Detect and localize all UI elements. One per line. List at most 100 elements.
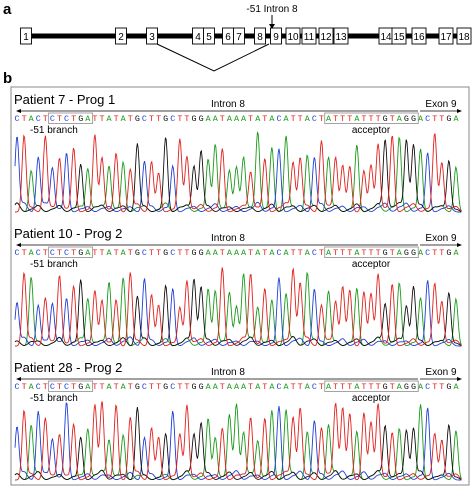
base-T: T: [71, 114, 76, 124]
exon-5: 5: [203, 27, 215, 45]
base-T: T: [291, 382, 296, 392]
base-C: C: [14, 248, 19, 258]
chromatogram: [14, 401, 462, 481]
exon-label: 10: [287, 32, 299, 43]
exon-label: 1: [23, 32, 29, 43]
exon-box: [203, 27, 215, 45]
base-T: T: [43, 382, 48, 392]
base-A: A: [107, 114, 113, 124]
exon-box: [20, 27, 32, 45]
trace-A: [14, 131, 462, 213]
track-title: Patient 28 - Prog 2: [14, 360, 122, 375]
base-A: A: [255, 382, 261, 392]
base-T: T: [43, 114, 48, 124]
base-A: A: [326, 382, 332, 392]
exon-box: [254, 27, 266, 45]
intron-arrowhead: [16, 243, 21, 247]
base-G: G: [78, 114, 83, 124]
base-G: G: [404, 114, 409, 124]
exon-9: 9: [270, 27, 282, 45]
base-A: A: [418, 382, 424, 392]
base-G: G: [199, 248, 204, 258]
base-T: T: [262, 114, 267, 124]
base-T: T: [376, 382, 381, 392]
base-A: A: [284, 114, 290, 124]
exon-box: [233, 27, 245, 45]
base-T: T: [368, 382, 373, 392]
base-A: A: [213, 382, 219, 392]
base-G: G: [163, 114, 168, 124]
exon-arrowhead: [457, 377, 462, 381]
exon-label: 7: [236, 32, 242, 43]
base-T: T: [368, 114, 373, 124]
base-T: T: [347, 382, 352, 392]
intron-arrowhead: [16, 109, 21, 113]
intron-arrowhead: [16, 377, 21, 381]
base-A: A: [453, 114, 459, 124]
acceptor-box: [324, 380, 419, 392]
base-C: C: [276, 248, 281, 258]
base-G: G: [411, 114, 416, 124]
base-G: G: [404, 382, 409, 392]
base-T: T: [57, 382, 62, 392]
base-G: G: [191, 114, 196, 124]
base-T: T: [432, 114, 437, 124]
base-A: A: [418, 114, 424, 124]
base-G: G: [383, 382, 388, 392]
exon-15: 15: [391, 27, 407, 45]
base-A: A: [206, 248, 212, 258]
base-T: T: [99, 114, 104, 124]
base-T: T: [376, 114, 381, 124]
exon-label: 3: [149, 32, 155, 43]
base-A: A: [453, 248, 459, 258]
exon-label: 9: [273, 32, 279, 43]
base-T: T: [262, 382, 267, 392]
base-A: A: [213, 114, 219, 124]
base-C: C: [64, 382, 69, 392]
mutation-annotation: -51 Intron 8: [246, 4, 298, 15]
base-C: C: [64, 248, 69, 258]
base-C: C: [36, 248, 41, 258]
base-C: C: [50, 382, 55, 392]
base-A: A: [305, 114, 311, 124]
acceptor-box: [324, 112, 419, 124]
base-T: T: [340, 248, 345, 258]
base-A: A: [234, 114, 240, 124]
exon-label: 8: [257, 32, 263, 43]
acceptor-label: acceptor: [352, 259, 391, 270]
track-1: Patient 7 - Prog 1 Intron 8 Exon 9C T A C T C T C…: [14, 92, 462, 213]
trace-G: [14, 278, 462, 347]
panel-b-frame: [10, 86, 470, 486]
exon-box: [115, 27, 127, 45]
base-A: A: [241, 114, 247, 124]
chromatogram: [14, 267, 462, 347]
base-A: A: [85, 248, 91, 258]
exon-label: 6: [225, 32, 231, 43]
base-T: T: [92, 382, 97, 392]
branch-label: -51 branch: [30, 125, 78, 136]
base-C: C: [14, 114, 19, 124]
exon-3: 3: [146, 27, 158, 45]
intron-label: Intron 8: [211, 367, 245, 378]
base-G: G: [78, 248, 83, 258]
base-A: A: [305, 382, 311, 392]
base-T: T: [390, 248, 395, 258]
base-T: T: [376, 248, 381, 258]
base-T: T: [22, 382, 27, 392]
exon-label: Exon 9: [425, 99, 457, 110]
base-C: C: [425, 114, 430, 124]
base-C: C: [36, 114, 41, 124]
base-A: A: [397, 382, 403, 392]
exon-label: Exon 9: [425, 233, 457, 244]
base-T: T: [114, 382, 119, 392]
base-C: C: [312, 382, 317, 392]
base-C: C: [170, 114, 175, 124]
base-G: G: [404, 248, 409, 258]
base-G: G: [411, 248, 416, 258]
exon-7: 7: [233, 27, 245, 45]
base-T: T: [368, 248, 373, 258]
branch-label: -51 branch: [30, 393, 78, 404]
mutation-arrowhead: [269, 24, 275, 29]
base-A: A: [326, 248, 332, 258]
